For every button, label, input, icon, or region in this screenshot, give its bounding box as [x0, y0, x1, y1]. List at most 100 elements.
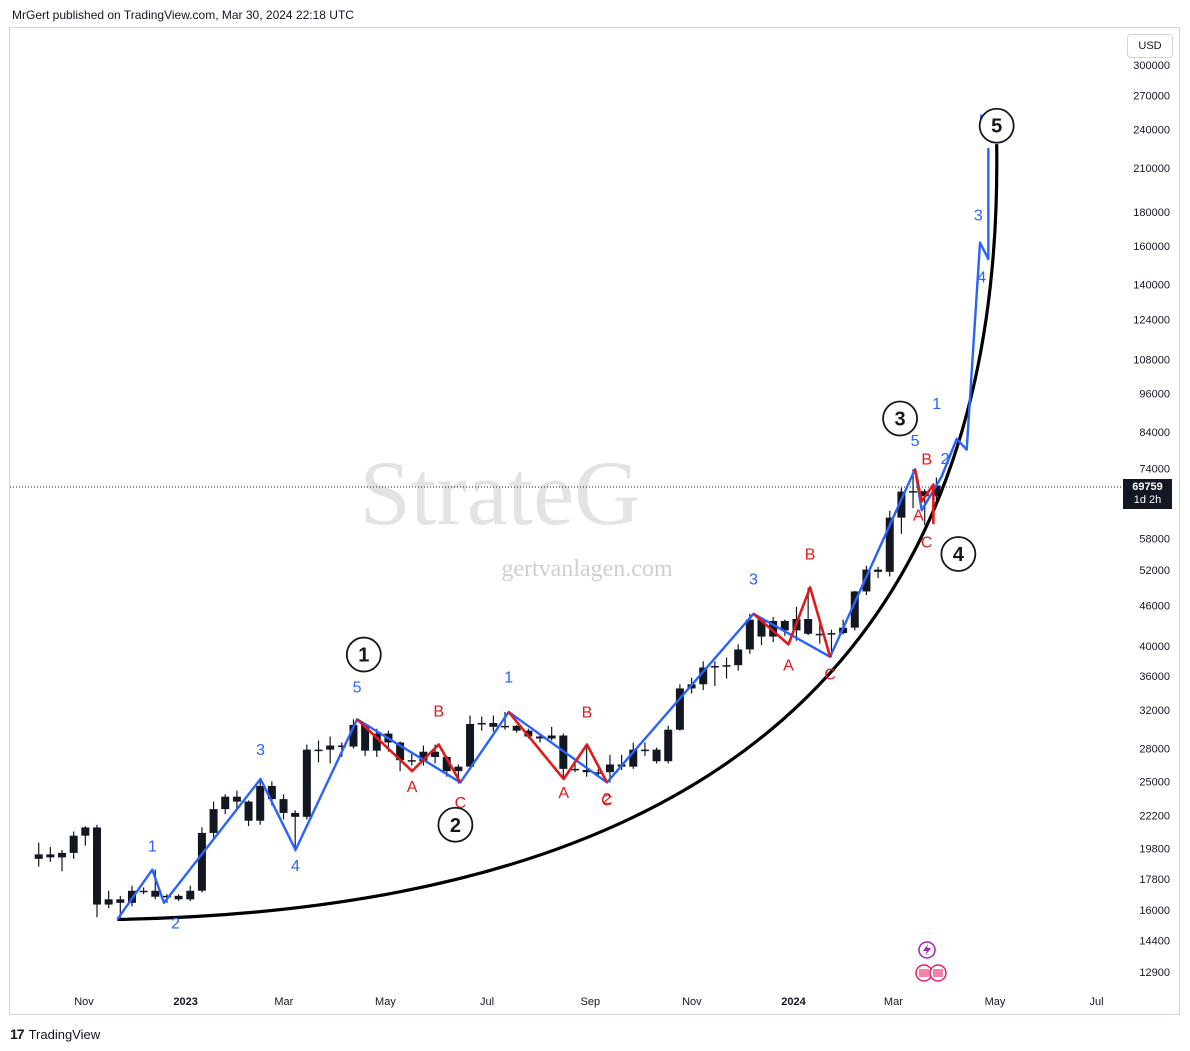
candle-body	[640, 749, 649, 752]
wave-label: 3	[749, 571, 758, 588]
time-tick-label: Sep	[581, 996, 601, 1008]
watermark: StrateG gertvanlagen.com	[359, 442, 672, 582]
time-tick-label: May	[985, 996, 1006, 1008]
time-tick-label: 2024	[781, 996, 806, 1008]
circle-marker	[437, 806, 474, 843]
candle	[104, 890, 113, 909]
price-tick-label: 160000	[1133, 241, 1170, 253]
circled-label-text: 1	[358, 645, 369, 667]
time-axis[interactable]: Nov 2023 Mar May Jul Sep Nov 2024 Mar May Jul	[74, 996, 1103, 1008]
candle	[640, 742, 649, 756]
candle	[512, 724, 521, 733]
candle-body	[652, 749, 661, 762]
wave-label: 1	[148, 838, 157, 855]
candle-body	[372, 733, 381, 751]
candle	[745, 613, 754, 654]
candle-body	[431, 751, 440, 757]
circled-label-text: 2	[450, 815, 461, 837]
candle	[232, 790, 241, 810]
candle-body	[501, 725, 510, 728]
candle-body	[279, 799, 288, 813]
candle-body	[827, 633, 836, 635]
wave-label: 4	[291, 858, 300, 875]
candle-body	[349, 724, 358, 747]
price-tick-label: 270000	[1133, 90, 1170, 102]
candle-body	[302, 749, 311, 817]
candle	[780, 619, 789, 636]
bar-countdown: 1d 2h	[1133, 494, 1162, 506]
candle	[209, 801, 218, 839]
wave-label: 5	[911, 433, 920, 450]
candle	[244, 800, 253, 827]
circle-marker	[978, 107, 1015, 144]
wave-label: 3	[974, 207, 983, 224]
candle	[629, 742, 638, 769]
candle-body	[769, 620, 778, 637]
candle-body	[232, 796, 241, 802]
candle-body	[570, 768, 579, 771]
wave-label: B	[921, 452, 932, 469]
price-tick-label: 28000	[1139, 744, 1170, 756]
candle	[361, 723, 370, 756]
candle-body	[489, 723, 498, 727]
time-tick-label: Nov	[74, 996, 94, 1008]
last-price-value: 69759	[1132, 481, 1163, 493]
price-tick-label: 17800	[1139, 874, 1170, 886]
time-tick-label: Jul	[1090, 996, 1104, 1008]
circled-label-4: 4	[940, 536, 977, 572]
currency-button[interactable]: USD	[1127, 34, 1173, 58]
candle	[174, 894, 183, 902]
candle-body	[139, 890, 148, 893]
candle	[582, 747, 591, 777]
price-axis[interactable]: 300000 270000 240000 210000 180000 160000 1400…	[1133, 60, 1170, 979]
candle-body	[512, 725, 521, 731]
candle-body	[710, 665, 719, 668]
candle-body	[361, 724, 370, 751]
candle	[197, 827, 206, 893]
candle-body	[594, 772, 603, 774]
candle	[256, 778, 265, 825]
candle-body	[186, 890, 195, 900]
time-tick-label: Jul	[480, 996, 494, 1008]
candle	[652, 747, 661, 764]
wave-labels: 12345ABC1ABC23ABC5BAC21345	[148, 113, 988, 933]
candle	[58, 849, 67, 872]
candle-body	[174, 895, 183, 900]
candle	[466, 715, 475, 768]
wave-label: 2	[171, 916, 180, 933]
wave-label: 1	[504, 670, 513, 687]
indicator-icons[interactable]	[915, 941, 947, 982]
time-tick-label: Nov	[682, 996, 702, 1008]
candle-body	[442, 756, 451, 772]
candles	[34, 469, 941, 920]
candle	[279, 794, 288, 820]
price-tick-label: 58000	[1139, 534, 1170, 546]
price-tick-label: 22200	[1139, 811, 1170, 823]
candle-body	[815, 633, 824, 636]
price-tick-label: 52000	[1139, 565, 1170, 577]
candle	[407, 753, 416, 766]
footer-brand[interactable]: 17 TradingView	[10, 1024, 100, 1044]
wave-lines	[116, 147, 990, 921]
wave-label: B	[582, 704, 593, 721]
candle	[664, 725, 673, 764]
candle	[349, 719, 358, 749]
wave-label: C	[601, 792, 613, 809]
candle	[547, 726, 556, 741]
candle-body	[58, 852, 67, 858]
candle	[186, 885, 195, 902]
candle	[722, 657, 731, 679]
wave-label: A	[783, 658, 794, 675]
candle	[477, 716, 486, 731]
circled-wave-labels: 1 2 3 4 5	[345, 107, 1015, 843]
circled-label-text: 5	[991, 116, 1002, 138]
candle-body	[932, 485, 941, 497]
candle	[734, 644, 743, 671]
price-tick-label: 36000	[1139, 671, 1170, 683]
last-price-badge: 69759 1d 2h	[1123, 479, 1172, 509]
circle-marker	[882, 400, 918, 437]
candle-body	[804, 618, 813, 634]
lightning-icon-glyph	[923, 944, 931, 956]
price-tick-label: 140000	[1133, 280, 1170, 292]
